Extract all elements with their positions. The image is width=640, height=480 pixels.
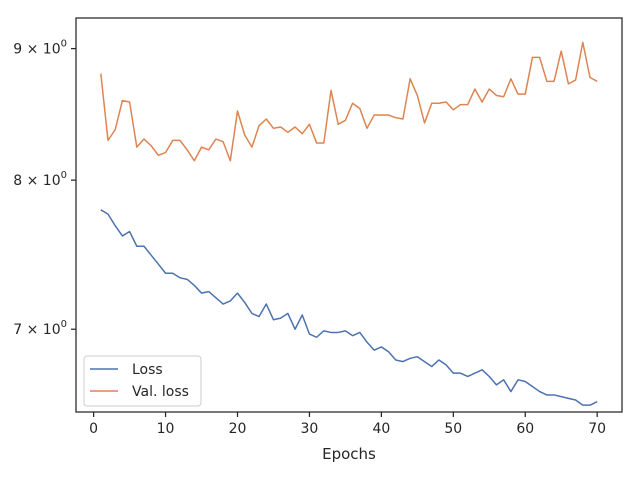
legend: Loss Val. loss (83, 355, 202, 407)
legend-label: Val. loss (132, 384, 189, 400)
x-tick-label: 40 (372, 421, 390, 437)
x-tick-label: 0 (89, 421, 98, 437)
x-tick-label: 50 (444, 421, 462, 437)
y-tick-label: 8 × 100 (13, 170, 67, 189)
series-line-val-loss (100, 41, 598, 162)
series-line-loss (100, 209, 598, 406)
legend-label: Loss (132, 362, 163, 378)
x-axis-label: Epochs (322, 445, 376, 463)
x-tick-label: 70 (588, 421, 606, 437)
x-axis-ticks: 0 10 20 30 40 50 60 70 (89, 412, 606, 437)
y-axis-ticks: 7 × 100 8 × 100 9 × 100 (13, 39, 76, 338)
x-tick-label: 10 (157, 421, 175, 437)
plot-frame (75, 17, 623, 413)
x-tick-label: 30 (301, 421, 319, 437)
plot-lines (100, 41, 598, 406)
x-tick-label: 20 (229, 421, 247, 437)
y-tick-label: 9 × 100 (13, 39, 67, 58)
y-tick-label: 7 × 100 (13, 319, 67, 338)
x-tick-label: 60 (516, 421, 534, 437)
